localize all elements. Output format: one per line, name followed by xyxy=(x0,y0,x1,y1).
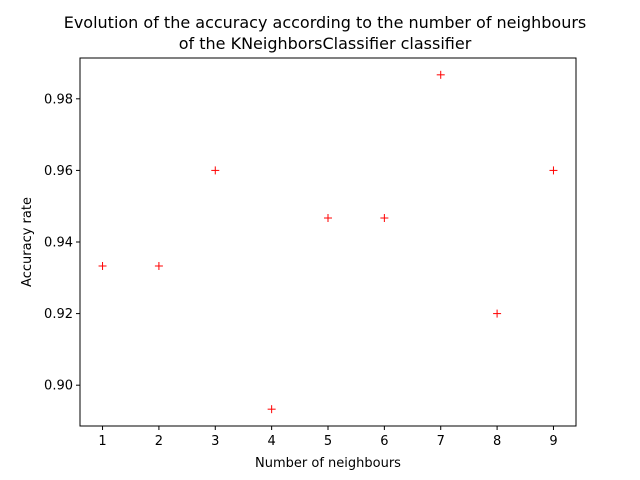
y-tick-label: 0.98 xyxy=(44,92,73,107)
data-point-marker xyxy=(211,166,220,175)
y-axis-ticks: 0.90 0.92 0.94 0.96 0.98 xyxy=(44,92,80,394)
data-point-marker xyxy=(436,70,445,79)
x-tick-label: 9 xyxy=(549,434,557,449)
x-tick-label: 7 xyxy=(437,434,445,449)
y-tick-label: 0.92 xyxy=(44,307,73,322)
x-tick-label: 4 xyxy=(267,434,275,449)
data-point-marker xyxy=(493,309,502,318)
x-tick-label: 5 xyxy=(324,434,332,449)
x-tick-label: 6 xyxy=(380,434,388,449)
x-tick-label: 3 xyxy=(211,434,219,449)
y-tick-label: 0.90 xyxy=(44,379,73,394)
data-point-marker xyxy=(380,214,389,223)
y-tick-label: 0.96 xyxy=(44,164,73,179)
x-tick-label: 8 xyxy=(493,434,501,449)
data-point-marker xyxy=(267,405,276,414)
plot-area-frame xyxy=(79,57,577,427)
chart-title-line-2: of the KNeighborsClassifier classifier xyxy=(179,34,472,53)
y-tick-label: 0.94 xyxy=(44,236,73,251)
x-tick-label: 2 xyxy=(155,434,163,449)
x-axis-ticks: 1 2 3 4 5 6 7 8 9 xyxy=(98,426,558,449)
x-axis-label: Number of neighbours xyxy=(255,456,401,471)
data-markers xyxy=(98,70,558,414)
chart-title: Evolution of the accuracy according to t… xyxy=(64,13,587,53)
y-axis-label: Accuracy rate xyxy=(20,197,35,287)
data-point-marker xyxy=(154,261,163,270)
chart-title-line-1: Evolution of the accuracy according to t… xyxy=(64,13,587,32)
data-point-marker xyxy=(549,166,558,175)
x-tick-label: 1 xyxy=(98,434,106,449)
data-point-marker xyxy=(324,214,332,223)
data-point-marker xyxy=(98,261,107,270)
